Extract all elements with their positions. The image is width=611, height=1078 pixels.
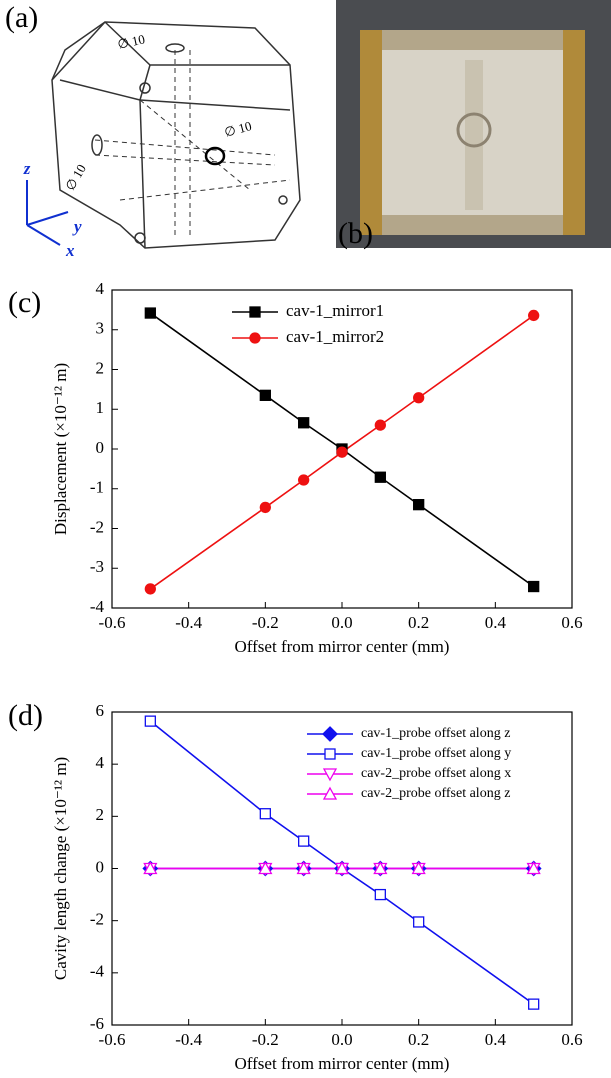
panel-label: (a) [5, 1, 38, 34]
y-tick-label: -6 [90, 1014, 104, 1033]
x-tick-label: -0.2 [252, 613, 279, 632]
marker [526, 861, 541, 875]
legend-label: cav-1_probe offset along y [361, 746, 511, 761]
marker [296, 861, 311, 875]
marker [259, 389, 271, 401]
marker [528, 998, 540, 1010]
panel-label: (d) [8, 699, 43, 732]
y-tick-label: -3 [90, 557, 104, 576]
marker [373, 861, 388, 875]
x-tick-label: -0.6 [99, 613, 126, 632]
marker [298, 474, 310, 486]
legend-label: cav-2_probe offset along z [361, 786, 510, 801]
marker [374, 471, 386, 483]
marker [143, 861, 158, 875]
annotation: ∅ 10 [62, 162, 89, 193]
x-tick-label: 0.2 [408, 1030, 429, 1049]
marker [144, 307, 156, 319]
legend-marker [249, 306, 261, 318]
annotation: ∅ 10 [116, 31, 146, 51]
x-tick-label: 0.6 [561, 1030, 582, 1049]
marker [528, 580, 540, 593]
marker [298, 417, 310, 429]
y-tick-label: -2 [90, 910, 104, 929]
legend-label: cav-1_mirror1 [286, 301, 384, 320]
legend-label: cav-2_probe offset along x [361, 766, 511, 781]
marker [259, 808, 271, 820]
axis-glyphs [26, 180, 69, 246]
annotation: ∅ 10 [223, 118, 254, 140]
y-tick-label: -1 [90, 478, 104, 497]
x-tick-label: 0.6 [561, 613, 582, 632]
marker [298, 835, 310, 847]
y-axis-label: Cavity length change (×10⁻¹² m) [51, 757, 70, 980]
axis-letter: z [23, 159, 31, 178]
panel-label: (b) [338, 217, 373, 250]
photo [336, 0, 611, 248]
marker [374, 419, 386, 431]
legend-label: cav-1_mirror2 [286, 327, 384, 346]
legend-label: cav-1_probe offset along z [361, 726, 510, 741]
cube-drawing [51, 21, 301, 249]
y-tick-label: -2 [90, 517, 104, 536]
y-tick-label: -4 [90, 597, 105, 616]
marker [413, 392, 425, 404]
legend-marker [322, 768, 338, 782]
y-tick-label: 6 [96, 701, 105, 720]
x-axis-label: Offset from mirror center (mm) [235, 1054, 450, 1073]
y-tick-label: 0 [96, 857, 105, 876]
y-tick-label: -4 [90, 962, 105, 981]
x-axis-label: Offset from mirror center (mm) [235, 637, 450, 656]
y-tick-label: 4 [96, 279, 105, 298]
marker [259, 501, 271, 514]
marker [258, 861, 273, 875]
legend-marker [322, 786, 338, 800]
marker [144, 583, 156, 595]
axis-letter: x [65, 241, 75, 260]
x-tick-label: 0.2 [408, 613, 429, 632]
marker [528, 309, 540, 322]
marker [413, 498, 425, 511]
legend-marker [324, 748, 336, 760]
x-tick-label: 0.0 [331, 613, 352, 632]
marker [413, 916, 425, 928]
y-tick-label: 2 [96, 358, 105, 377]
x-tick-label: 0.4 [485, 613, 507, 632]
y-tick-label: 0 [96, 438, 105, 457]
x-tick-label: -0.4 [175, 1030, 202, 1049]
y-tick-label: 1 [96, 398, 105, 417]
panel-label: (c) [8, 286, 41, 319]
x-tick-label: -0.6 [99, 1030, 126, 1049]
y-tick-label: 3 [96, 319, 105, 338]
x-tick-label: -0.4 [175, 613, 202, 632]
x-tick-label: 0.0 [331, 1030, 352, 1049]
marker [374, 888, 386, 901]
legend-marker [322, 726, 338, 742]
marker [336, 446, 348, 458]
y-tick-label: 2 [96, 805, 105, 824]
axis-letter: y [72, 217, 82, 236]
x-tick-label: 0.4 [485, 1030, 507, 1049]
y-axis-label: Displacement (×10⁻¹² m) [51, 363, 70, 535]
marker [334, 861, 350, 875]
x-tick-label: -0.2 [252, 1030, 279, 1049]
y-tick-label: 4 [96, 753, 105, 772]
legend-marker [249, 332, 261, 344]
marker [411, 861, 426, 875]
marker [144, 715, 156, 727]
